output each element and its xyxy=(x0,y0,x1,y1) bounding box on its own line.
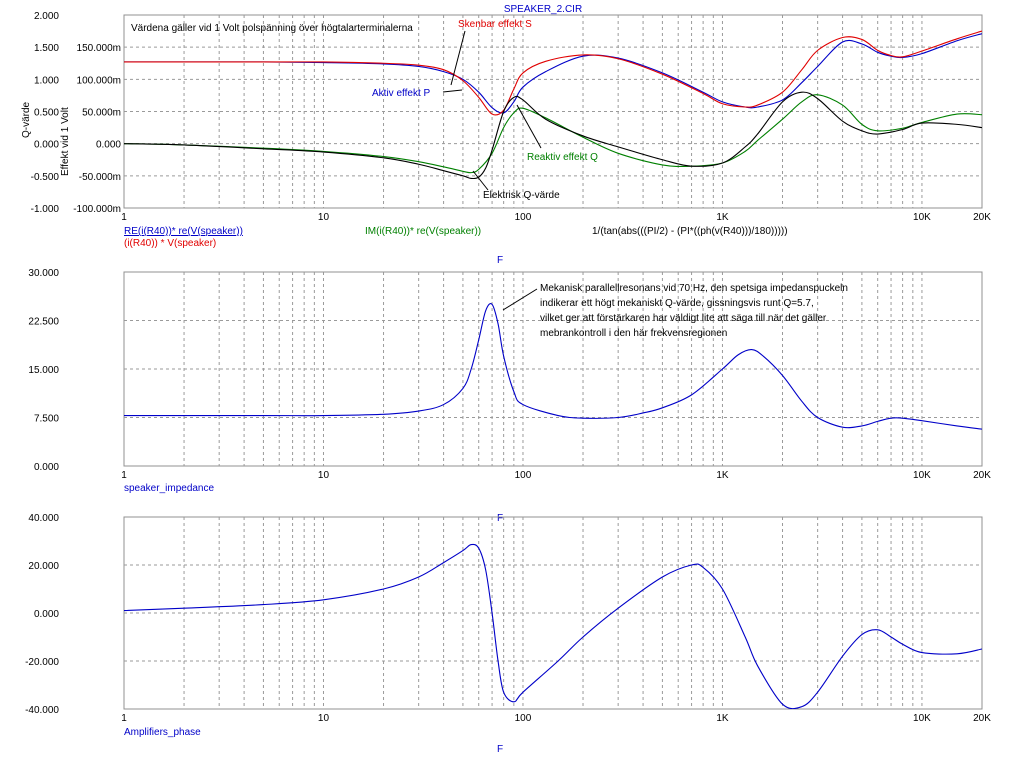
y2-tick-label: 150.000m xyxy=(77,43,121,54)
legend-entry-phase: Amplifiers_phase xyxy=(124,727,201,738)
y-tick-label: -0.500 xyxy=(31,172,60,183)
x-axis-label: F xyxy=(497,255,503,266)
y-tick-label: 20.000 xyxy=(28,561,59,572)
y-tick-label: -1.000 xyxy=(31,204,60,215)
y-tick-label: 0.000 xyxy=(34,609,59,620)
chart-panel-2: 30.000 22.500 15.000 7.500 0.000 1 10 100 1K 10K 2… xyxy=(28,268,991,524)
x-tick-label: 100 xyxy=(515,713,532,724)
annotation-resonance-line: Mekanisk parallellresonans vid 70 Hz, de… xyxy=(540,283,848,294)
y-tick-label: 0.000 xyxy=(34,140,59,151)
y-tick-label: 1.500 xyxy=(34,43,59,54)
x-tick-label: 20K xyxy=(973,470,991,481)
y2-tick-label: 100.000m xyxy=(77,75,121,86)
legend-entry-active-power: RE(i(R40))* re(V(speaker)) xyxy=(124,226,243,237)
series-line-1 xyxy=(124,303,982,430)
y-tick-label: 0.500 xyxy=(34,108,59,119)
annotation-active-power: Aktiv effekt P xyxy=(372,88,431,99)
y-tick-label: 22.500 xyxy=(28,317,59,328)
series-line-4 xyxy=(124,91,982,180)
legend-entry-reactive-power: IM(i(R40))* re(V(speaker)) xyxy=(365,226,481,237)
y-tick-label: 40.000 xyxy=(28,513,59,524)
x-tick-label: 20K xyxy=(973,212,991,223)
y-tick-label: 0.000 xyxy=(34,462,59,473)
annotation-resonance-line: indikerar ett högt mekaniskt Q-värde, gi… xyxy=(540,298,814,309)
y-tick-label: -20.000 xyxy=(25,657,59,668)
y2-tick-label: -50.000m xyxy=(79,172,121,183)
series-line-1 xyxy=(124,543,982,709)
y-axis-label-right: Effekt vid 1 Volt xyxy=(60,107,71,176)
x-tick-label: 10 xyxy=(318,713,330,724)
annotation-apparent-power: Skenbar effekt S xyxy=(458,19,532,30)
series-line-2 xyxy=(124,30,982,116)
series-line-3 xyxy=(124,94,982,174)
y-tick-label: 7.500 xyxy=(34,414,59,425)
x-tick-label: 1K xyxy=(716,713,729,724)
annotation-leader-apparent xyxy=(450,30,466,86)
x-tick-label: 10 xyxy=(318,212,330,223)
x-axis-label: F xyxy=(497,744,503,755)
annotation-leader-electric-q xyxy=(472,170,489,191)
x-tick-label: 20K xyxy=(973,713,991,724)
y-tick-label: 30.000 xyxy=(28,268,59,279)
x-tick-label: 100 xyxy=(515,470,532,481)
y-tick-label: 2.000 xyxy=(34,11,59,22)
x-tick-label: 1K xyxy=(716,470,729,481)
x-tick-label: 10 xyxy=(318,470,330,481)
annotation-resonance-line: vilket ger att förstärkaren har väldigt … xyxy=(540,313,827,324)
legend-entry-electric-q: 1/(tan(abs(((PI/2) - (PI*((ph(v(R40)))/1… xyxy=(592,226,788,237)
annotation-leader-resonance xyxy=(502,288,538,311)
annotation-leader-reactive xyxy=(516,104,542,149)
x-tick-label: 100 xyxy=(515,212,532,223)
y-tick-label: -40.000 xyxy=(25,705,59,716)
annotation-resonance-line: mebrankontroll i den här frekvensregione… xyxy=(540,328,727,339)
chart-panel-3: 40.000 20.000 0.000 -20.000 -40.000 1 10 100 1K 1… xyxy=(25,513,991,755)
y2-tick-label: 50.000m xyxy=(82,108,121,119)
x-tick-label: 1 xyxy=(121,470,127,481)
chart-panel-1: 2.0001.5001.0000.5000.000-0.500-1.000150… xyxy=(21,11,991,266)
x-tick-label: 10K xyxy=(913,713,931,724)
annotation-leader-active xyxy=(442,89,463,93)
x-tick-label: 1K xyxy=(716,212,729,223)
y-tick-label: 15.000 xyxy=(28,365,59,376)
y2-tick-label: 0.000 xyxy=(96,140,121,151)
legend-entry-apparent-power: (i(R40)) * V(speaker) xyxy=(124,238,216,249)
series-line-1 xyxy=(124,33,982,114)
annotation-note: Värdena gäller vid 1 Volt polspänning öv… xyxy=(131,23,413,34)
legend-entry-impedance: speaker_impedance xyxy=(124,483,214,494)
circuit-title: SPEAKER_2.CIR xyxy=(504,4,582,15)
annotation-electric-q: Elektrisk Q-värde xyxy=(483,190,560,201)
x-axis-label: F xyxy=(497,513,503,524)
x-tick-label: 1 xyxy=(121,713,127,724)
x-tick-label: 1 xyxy=(121,212,127,223)
y-tick-label: 1.000 xyxy=(34,75,59,86)
y-axis-label-left: Q-värde xyxy=(21,101,32,138)
x-tick-label: 10K xyxy=(913,470,931,481)
x-tick-label: 10K xyxy=(913,212,931,223)
y2-tick-label: -100.000m xyxy=(73,204,121,215)
annotation-reactive-power: Reaktiv effekt Q xyxy=(527,152,598,163)
